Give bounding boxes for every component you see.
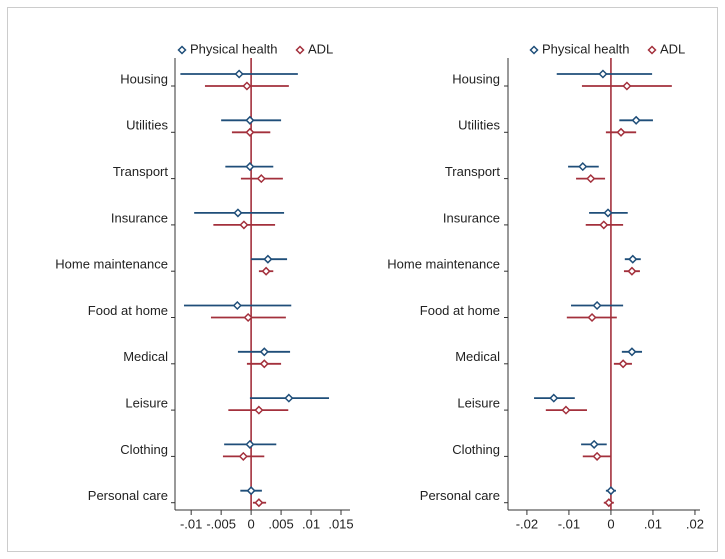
point-estimate bbox=[631, 115, 641, 125]
point-estimate bbox=[233, 208, 243, 218]
point-estimate bbox=[254, 498, 264, 508]
y-tick-label: Clothing bbox=[120, 442, 168, 457]
point-estimate bbox=[606, 486, 616, 496]
y-tick-label: Home maintenance bbox=[55, 257, 168, 272]
point-estimate bbox=[598, 69, 608, 79]
y-tick-label: Personal care bbox=[88, 488, 168, 503]
x-tick-label: .02 bbox=[686, 516, 704, 531]
point-estimate bbox=[239, 220, 249, 230]
point-estimate bbox=[618, 359, 628, 369]
y-tick-label: Utilities bbox=[126, 118, 168, 133]
x-tick-label: .015 bbox=[328, 516, 353, 531]
point-estimate bbox=[549, 393, 559, 403]
legend-label: ADL bbox=[308, 41, 333, 56]
legend-marker bbox=[295, 45, 305, 55]
point-estimate bbox=[622, 81, 632, 91]
y-tick-label: Clothing bbox=[452, 442, 500, 457]
legend-label: ADL bbox=[660, 41, 685, 56]
y-tick-label: Medical bbox=[455, 349, 500, 364]
y-tick-label: Transport bbox=[445, 164, 501, 179]
point-estimate bbox=[243, 312, 253, 323]
point-estimate bbox=[592, 451, 602, 461]
point-estimate bbox=[242, 81, 252, 91]
point-estimate bbox=[245, 127, 255, 137]
point-estimate bbox=[587, 312, 597, 323]
point-estimate bbox=[616, 127, 626, 137]
point-estimate bbox=[246, 486, 256, 496]
point-estimate bbox=[599, 220, 609, 230]
y-tick-label: Home maintenance bbox=[387, 257, 500, 272]
point-estimate bbox=[604, 498, 614, 508]
point-estimate bbox=[627, 266, 637, 276]
point-estimate bbox=[627, 347, 637, 357]
point-estimate bbox=[561, 405, 571, 415]
x-tick-label: .01 bbox=[302, 516, 320, 531]
point-estimate bbox=[245, 439, 255, 449]
x-tick-label: -.01 bbox=[558, 516, 580, 531]
point-estimate bbox=[245, 162, 255, 172]
point-estimate bbox=[254, 405, 264, 415]
point-estimate bbox=[284, 393, 294, 403]
point-estimate bbox=[586, 174, 596, 184]
x-tick-label: .01 bbox=[644, 516, 662, 531]
point-estimate bbox=[603, 208, 613, 218]
legend-marker bbox=[647, 45, 657, 55]
point-estimate bbox=[232, 300, 242, 311]
legend-marker bbox=[177, 45, 187, 55]
y-tick-label: Personal care bbox=[420, 488, 500, 503]
legend-label: Physical health bbox=[542, 41, 629, 56]
point-estimate bbox=[628, 254, 638, 264]
x-tick-label: -.01 bbox=[180, 516, 202, 531]
y-tick-label: Leisure bbox=[125, 396, 168, 411]
y-tick-label: Housing bbox=[120, 71, 168, 86]
point-estimate bbox=[256, 174, 266, 184]
frame bbox=[7, 7, 718, 552]
y-tick-label: Insurance bbox=[443, 210, 500, 225]
x-tick-label: -.005 bbox=[206, 516, 236, 531]
point-estimate bbox=[234, 69, 244, 79]
x-tick-label: -.02 bbox=[516, 516, 538, 531]
y-tick-label: Food at home bbox=[88, 303, 168, 318]
point-estimate bbox=[259, 347, 269, 357]
point-estimate bbox=[263, 254, 273, 264]
y-tick-label: Leisure bbox=[457, 396, 500, 411]
legend-label: Physical health bbox=[190, 41, 277, 56]
y-tick-label: Housing bbox=[452, 71, 500, 86]
point-estimate bbox=[261, 266, 271, 276]
x-tick-label: 0 bbox=[247, 516, 254, 531]
point-estimate bbox=[589, 439, 599, 449]
point-estimate bbox=[245, 115, 255, 125]
point-estimate bbox=[578, 162, 588, 172]
y-tick-label: Utilities bbox=[458, 118, 500, 133]
x-tick-label: .005 bbox=[268, 516, 293, 531]
point-estimate bbox=[592, 300, 602, 311]
y-tick-label: Food at home bbox=[420, 303, 500, 318]
y-tick-label: Transport bbox=[113, 164, 169, 179]
point-estimate bbox=[238, 451, 248, 461]
legend-marker bbox=[529, 45, 539, 55]
point-estimate bbox=[259, 359, 269, 369]
y-tick-label: Medical bbox=[123, 349, 168, 364]
y-tick-label: Insurance bbox=[111, 210, 168, 225]
x-tick-label: 0 bbox=[607, 516, 614, 531]
